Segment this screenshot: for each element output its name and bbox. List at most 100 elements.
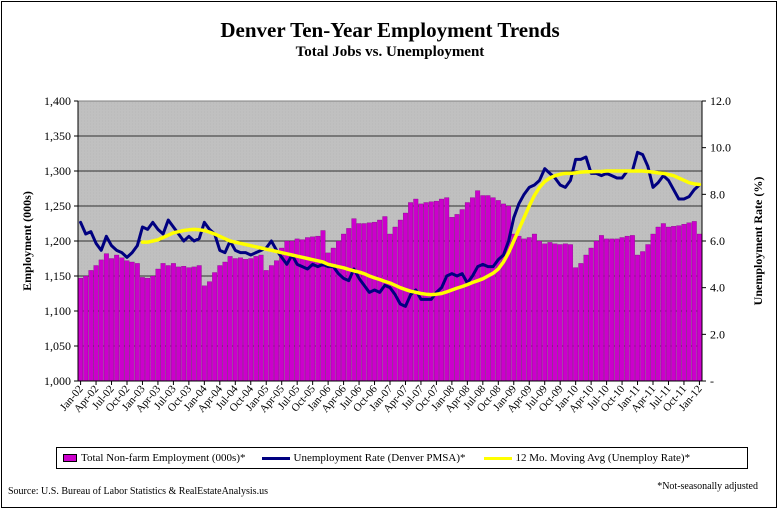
employment-bar bbox=[604, 238, 610, 382]
employment-bar bbox=[480, 195, 486, 382]
employment-bar bbox=[614, 238, 620, 382]
employment-bar bbox=[423, 202, 429, 382]
left-tick-label: 1,250 bbox=[44, 199, 71, 213]
employment-bar bbox=[140, 277, 145, 382]
employment-bar bbox=[464, 202, 470, 382]
employment-bar bbox=[315, 235, 321, 382]
legend-label-unemployment: Unemployment Rate (Denver PMSA)* bbox=[293, 452, 466, 464]
employment-bar bbox=[387, 233, 393, 382]
employment-bar bbox=[248, 258, 254, 382]
employment-bar bbox=[263, 270, 269, 382]
employment-bar bbox=[325, 252, 331, 382]
employment-bar bbox=[521, 238, 527, 382]
employment-bar bbox=[145, 277, 151, 382]
employment-bar bbox=[366, 222, 372, 382]
legend-label-employment: Total Non-farm Employment (000s)* bbox=[81, 452, 246, 464]
employment-bar bbox=[645, 244, 651, 382]
employment-bar bbox=[552, 243, 558, 382]
chart-subtitle: Total Jobs vs. Unemployment bbox=[295, 44, 485, 60]
left-tick-label: 1,200 bbox=[44, 234, 71, 248]
employment-bar bbox=[155, 268, 161, 382]
employment-bar bbox=[372, 221, 377, 382]
employment-bar bbox=[103, 253, 109, 382]
employment-bar bbox=[88, 270, 94, 382]
right-tick-label: 4.0 bbox=[710, 281, 725, 295]
employment-bar bbox=[253, 256, 259, 382]
employment-bar bbox=[454, 214, 460, 382]
employment-bar bbox=[207, 281, 212, 382]
employment-bar bbox=[186, 267, 192, 382]
y-axis-title-right: Unemployment Rate (%) bbox=[751, 177, 765, 306]
employment-bar bbox=[583, 254, 589, 382]
right-tick-label: 10.0 bbox=[710, 141, 731, 155]
chart-legend: Total Non-farm Employment (000s)* Unempl… bbox=[56, 447, 748, 469]
legend-swatch-moving-avg bbox=[483, 456, 512, 460]
employment-bar bbox=[181, 266, 187, 382]
employment-bar bbox=[578, 263, 584, 382]
employment-bar bbox=[588, 247, 594, 382]
employment-bar bbox=[681, 224, 687, 382]
employment-bar bbox=[629, 235, 635, 382]
legend-item-employment: Total Non-farm Employment (000s)* bbox=[57, 452, 246, 464]
employment-bar bbox=[289, 240, 295, 382]
employment-bar bbox=[191, 266, 197, 382]
employment-bar bbox=[557, 244, 563, 382]
employment-bar bbox=[485, 195, 491, 382]
employment-bar bbox=[119, 257, 125, 382]
employment-bar bbox=[449, 217, 455, 382]
source-note: Source: U.S. Bureau of Labor Statistics … bbox=[8, 486, 268, 497]
employment-bar bbox=[320, 230, 326, 382]
employment-bar bbox=[196, 265, 202, 382]
employment-bar bbox=[243, 259, 249, 382]
employment-bar bbox=[671, 226, 677, 382]
legend-item-unemployment: Unemployment Rate (Denver PMSA)* bbox=[252, 452, 466, 464]
employment-bar bbox=[217, 265, 223, 382]
employment-bar bbox=[568, 244, 573, 382]
employment-bar bbox=[526, 237, 532, 382]
employment-bar bbox=[170, 263, 176, 382]
employment-bar bbox=[475, 190, 481, 382]
employment-bar bbox=[377, 219, 383, 382]
chart-area: 1,000 1,050 1,100 1,150 1,200 1,250 1,300 1,350… bbox=[20, 94, 765, 415]
employment-bar bbox=[640, 251, 646, 382]
employment-bar bbox=[160, 263, 166, 382]
right-y-ticks: - 2.0 4.0 6.0 8.0 10.0 12.0 bbox=[702, 94, 731, 388]
legend-label-moving-avg: 12 Mo. Moving Avg (Unemploy Rate)* bbox=[515, 452, 691, 464]
employment-bar bbox=[537, 240, 542, 382]
employment-bar bbox=[232, 258, 238, 382]
employment-bar bbox=[109, 258, 114, 382]
employment-bar bbox=[392, 226, 398, 382]
employment-bar bbox=[403, 212, 408, 382]
employment-bar bbox=[336, 240, 341, 382]
employment-bar bbox=[531, 233, 537, 382]
employment-bar bbox=[114, 254, 120, 382]
employment-bar bbox=[511, 233, 517, 382]
unemployment-rate-line bbox=[79, 150, 701, 308]
employment-bar bbox=[346, 228, 352, 382]
employment-bar bbox=[686, 222, 692, 382]
employment-bar bbox=[222, 261, 228, 382]
right-tick-label: 6.0 bbox=[710, 234, 725, 248]
employment-bar bbox=[635, 254, 640, 382]
left-tick-label: 1,050 bbox=[44, 339, 71, 353]
employment-bar bbox=[593, 240, 599, 382]
employment-bar bbox=[258, 254, 264, 382]
employment-bar bbox=[201, 285, 207, 382]
y-axis-title-left: Employment (000s) bbox=[20, 191, 34, 291]
employment-bar bbox=[238, 257, 243, 382]
employment-bar bbox=[78, 277, 84, 382]
x-ticks: Jan-02Apr-02Jul-02Oct-02Jan-03Apr-03Jul-… bbox=[58, 381, 705, 415]
left-tick-label: 1,300 bbox=[44, 164, 71, 178]
left-tick-label: 1,100 bbox=[44, 304, 71, 318]
employment-bar bbox=[129, 261, 135, 382]
chart-title: Denver Ten-Year Employment Trends bbox=[220, 18, 560, 42]
legend-swatch-unemployment bbox=[261, 456, 290, 460]
employment-bar bbox=[444, 197, 450, 382]
employment-bar bbox=[227, 256, 233, 382]
employment-bar bbox=[676, 225, 682, 382]
employment-bar bbox=[382, 216, 388, 382]
employment-bar bbox=[268, 265, 274, 382]
employment-bar bbox=[361, 223, 367, 382]
employment-bar bbox=[351, 218, 357, 382]
